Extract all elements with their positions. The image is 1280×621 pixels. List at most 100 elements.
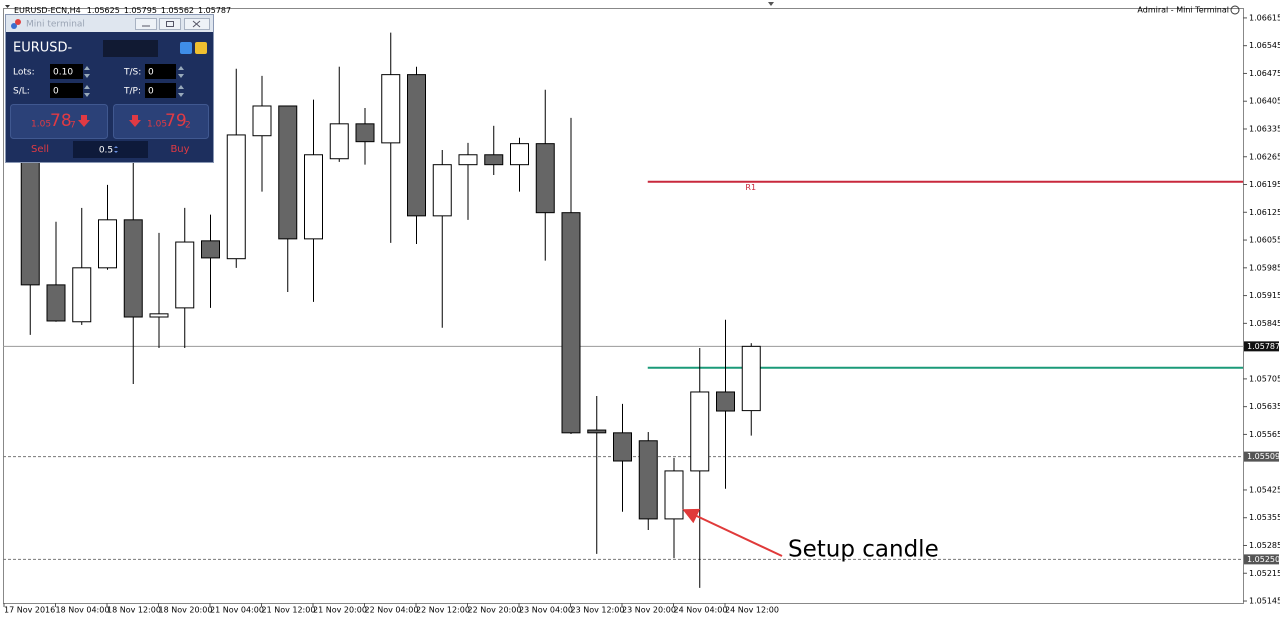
y-tick-label: 1.05845: [1249, 319, 1280, 328]
icon: [166, 21, 174, 27]
panel-title: Mini terminal: [26, 20, 85, 30]
x-tick-label: 21 Nov 20:00: [313, 606, 367, 615]
down-arrow: [129, 115, 141, 127]
sell-label[interactable]: Sell: [31, 144, 49, 155]
sl-value: 0: [53, 87, 59, 97]
icon: [192, 20, 201, 28]
candle-body: [638, 440, 658, 520]
candle-body: [535, 143, 555, 214]
candle-body: [201, 240, 220, 259]
y-tick-label: 1.05425: [1249, 485, 1280, 494]
candle-body: [252, 105, 272, 137]
annotation: Setup candle: [788, 537, 939, 563]
spinner[interactable]: [178, 66, 184, 78]
y-tick-label: 1.06405: [1249, 97, 1280, 106]
candle-body: [587, 429, 607, 434]
x-tick-label: 23 Nov 20:00: [622, 606, 676, 615]
tp-input[interactable]: [145, 83, 176, 98]
x-tick-label: 21 Nov 12:00: [262, 606, 316, 615]
lots-input[interactable]: [50, 64, 83, 79]
candle-body: [741, 345, 761, 412]
y-tick-label: 1.06195: [1249, 180, 1280, 189]
x-tick-label: 21 Nov 04:00: [210, 606, 264, 615]
spinner[interactable]: [178, 85, 184, 97]
spinner[interactable]: [84, 85, 90, 97]
down-arrow: [78, 115, 90, 127]
symbol: EURUSD-: [13, 41, 73, 56]
icon: [15, 19, 21, 25]
buy-label[interactable]: Buy: [170, 144, 189, 155]
candle-body: [149, 313, 169, 318]
price-label: 1.05509: [1247, 452, 1280, 461]
menu-triangle[interactable]: [5, 5, 10, 8]
sell-price-pips: 78: [50, 111, 72, 131]
y-tick-label: 1.05215: [1249, 569, 1280, 578]
icon: [11, 23, 17, 29]
y-tick-label: 1.05565: [1249, 430, 1280, 439]
price-label-box: [1244, 451, 1279, 462]
buy-price-prefix: 1.05: [147, 120, 167, 130]
y-tick-label: 1.05985: [1249, 263, 1280, 272]
candle-body: [329, 123, 349, 160]
y-tick-label: 1.06615: [1249, 13, 1280, 22]
y-tick-label: 1.05635: [1249, 402, 1280, 411]
lots-label: Lots:: [13, 68, 35, 78]
sell-price-prefix: 1.05: [31, 120, 51, 130]
candle-body: [72, 267, 92, 323]
sell-button[interactable]: [10, 104, 108, 139]
candle-body: [664, 470, 684, 520]
spinner[interactable]: [84, 66, 90, 78]
ohlc-low: 1.05562: [161, 6, 194, 15]
volume-value: 0.5: [99, 146, 113, 156]
settings-button[interactable]: [180, 42, 192, 54]
candle-body: [226, 134, 246, 260]
y-tick-label: 1.05285: [1249, 541, 1280, 550]
spinner[interactable]: [114, 146, 118, 153]
x-tick-label: 24 Nov 12:00: [725, 606, 779, 615]
buy-button[interactable]: [113, 104, 209, 139]
candle-body: [716, 391, 735, 412]
tp-label: T/P:: [123, 87, 141, 97]
sl-input[interactable]: [50, 83, 83, 98]
minimize-button[interactable]: [135, 18, 157, 30]
y-tick-label: 1.06475: [1249, 69, 1280, 78]
chart-header: EURUSD-ECN,H4 1.05625 1.05795 1.05562 1.0578…: [14, 6, 231, 15]
y-tick-label: 1.06545: [1249, 41, 1280, 50]
x-tick-label: 22 Nov 12:00: [416, 606, 470, 615]
candle-body: [432, 164, 452, 217]
x-tick-label: 18 Nov 20:00: [159, 606, 213, 615]
annotation-arrow: [682, 508, 783, 557]
y-tick-label: 1.06055: [1249, 236, 1280, 245]
ts-input[interactable]: [145, 64, 176, 79]
tp-value: 0: [148, 87, 154, 97]
plot-area: 1.06615 1.06545 1.06475 1.06405 1.06335 1.062…: [3, 13, 1280, 615]
expert-name: Admiral - Mini Terminal: [1137, 6, 1229, 15]
price-label-box: [1244, 341, 1279, 352]
x-tick-label: 23 Nov 12:00: [571, 606, 625, 615]
volume-box[interactable]: [73, 141, 148, 158]
x-tick-label: 17 Nov 2016: [4, 606, 55, 615]
shift-marker: [768, 2, 774, 6]
candle-body: [613, 432, 632, 462]
ohlc-open: 1.05625: [87, 6, 120, 15]
candle-body: [304, 154, 323, 240]
candle-body: [381, 74, 401, 144]
y-tick-label: 1.06335: [1249, 124, 1280, 133]
y-tick-label: 1.05915: [1249, 291, 1280, 300]
y-tick-label: 1.06125: [1249, 208, 1280, 217]
x-tick-label: 22 Nov 20:00: [468, 606, 522, 615]
expand-button[interactable]: [195, 42, 207, 54]
symbol-box: [103, 40, 158, 57]
restore-button[interactable]: [159, 18, 181, 30]
buy-price-point: 2: [185, 121, 191, 131]
x-tick-label: 23 Nov 04:00: [519, 606, 573, 615]
x-tick-label: 24 Nov 04:00: [674, 606, 728, 615]
x-tick-label: 18 Nov 12:00: [107, 606, 161, 615]
candle-body: [46, 284, 66, 322]
price-label: 1.05250: [1247, 555, 1280, 564]
y-tick-label: 1.06265: [1249, 152, 1280, 161]
sell-price-point: 7: [70, 121, 76, 131]
candle-body: [458, 154, 478, 166]
ohlc-high: 1.05795: [124, 6, 157, 15]
y-tick-label: 1.05355: [1249, 513, 1280, 522]
